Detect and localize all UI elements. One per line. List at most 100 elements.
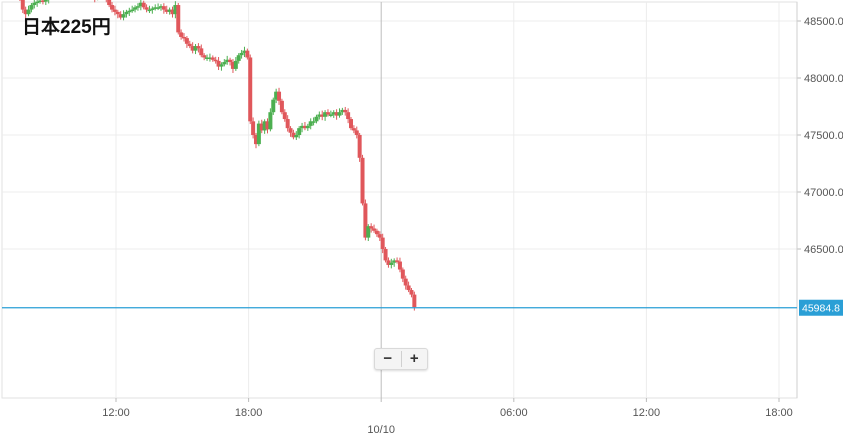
candle-body (127, 10, 132, 13)
x-tick-label: 06:00 (500, 407, 528, 419)
candle-body (182, 36, 187, 39)
x-tick-label: 18:00 (765, 407, 793, 419)
candle-body (138, 2, 143, 7)
candle-body (230, 62, 235, 69)
candle-body (302, 125, 307, 129)
candle-body (150, 8, 155, 10)
candle-body (294, 135, 299, 138)
candle-body (213, 59, 218, 62)
y-tick-label: 47000.0 (804, 187, 843, 199)
candle-body (274, 91, 279, 100)
candle-body (228, 59, 233, 63)
candle-body (216, 60, 221, 67)
candle-body (403, 278, 408, 286)
candle-body (158, 6, 163, 8)
candle-body (397, 261, 402, 270)
candle-body (210, 57, 215, 60)
candle-body (147, 9, 152, 12)
candle-body (153, 7, 158, 9)
candle-body (297, 128, 302, 135)
candle-body (372, 228, 377, 231)
zoom-in-button[interactable]: + (409, 350, 419, 367)
candle-body (268, 112, 273, 130)
candle-body (107, 0, 112, 6)
candle-body (20, 0, 25, 10)
candle-body (219, 64, 224, 67)
y-tick-label: 46500.0 (804, 244, 843, 256)
zoom-control: − + (374, 348, 428, 370)
candle-body (340, 109, 345, 113)
candle-body (242, 50, 247, 53)
candle-body (279, 100, 284, 113)
candle-body (118, 14, 123, 18)
candle-body (305, 125, 310, 129)
candle-body (130, 9, 135, 12)
candle-body (314, 116, 319, 122)
instrument-title: 日本225円 (22, 17, 111, 38)
candle-body (156, 7, 161, 9)
candle-body (288, 128, 293, 133)
y-tick-label: 47500.0 (804, 130, 843, 142)
candle-body (110, 5, 115, 10)
zoom-out-button[interactable]: − (383, 350, 393, 367)
candle-body (199, 48, 204, 56)
candle-body (135, 6, 140, 8)
candle-body (121, 14, 126, 18)
candle-body (395, 260, 400, 262)
candle-body (308, 121, 313, 126)
candle-body (383, 249, 388, 261)
candle-body (35, 1, 40, 4)
candle-body (409, 290, 414, 295)
candle-body (32, 2, 37, 6)
y-tick-label: 48500.0 (804, 16, 843, 28)
x-tick-label: 12:00 (633, 407, 661, 419)
candle-body (170, 9, 175, 15)
candle-body (285, 119, 290, 129)
candle-body (317, 114, 322, 117)
candle-body (320, 114, 325, 117)
candle-body (360, 157, 365, 204)
candle-body (366, 226, 371, 238)
candle-body (380, 237, 385, 249)
zoom-divider (400, 351, 402, 367)
candle-body (271, 99, 276, 113)
candle-body (374, 230, 379, 235)
candle-body (205, 57, 210, 59)
candle-body (225, 59, 230, 63)
candle-body (346, 112, 351, 120)
candle-body (196, 46, 201, 49)
candle-body (40, 0, 45, 2)
candle-body (311, 121, 316, 123)
candle-body (184, 38, 189, 44)
candle-body (179, 32, 184, 37)
candle-body (245, 50, 250, 58)
candle-body (282, 112, 287, 120)
candle-body (386, 260, 391, 265)
candle-body (43, 0, 48, 2)
candle-body (369, 226, 374, 229)
candle-body (351, 128, 356, 131)
candle-body (406, 285, 411, 291)
candle-body (259, 123, 264, 131)
candle-body (167, 9, 172, 12)
candle-body (323, 112, 328, 117)
candle-body (392, 260, 397, 263)
y-tick-label: 48000.0 (804, 73, 843, 85)
candle-body (187, 43, 192, 47)
x-tick-label: 18:00 (235, 407, 263, 419)
candle-body (363, 203, 368, 238)
candle-body (343, 109, 348, 113)
candle-body (331, 112, 336, 115)
candle-body (26, 9, 31, 15)
candle-body (161, 6, 166, 10)
x-tick-label: 12:00 (102, 407, 130, 419)
candle-body (265, 121, 270, 130)
candle-body (176, 5, 181, 33)
candle-body (377, 234, 382, 238)
candle-body (300, 125, 305, 129)
candle-body (412, 294, 417, 308)
current-price-label: 45984.8 (802, 303, 840, 315)
candle-body (277, 91, 282, 101)
candle-body (141, 2, 146, 8)
candle-body (115, 11, 120, 15)
